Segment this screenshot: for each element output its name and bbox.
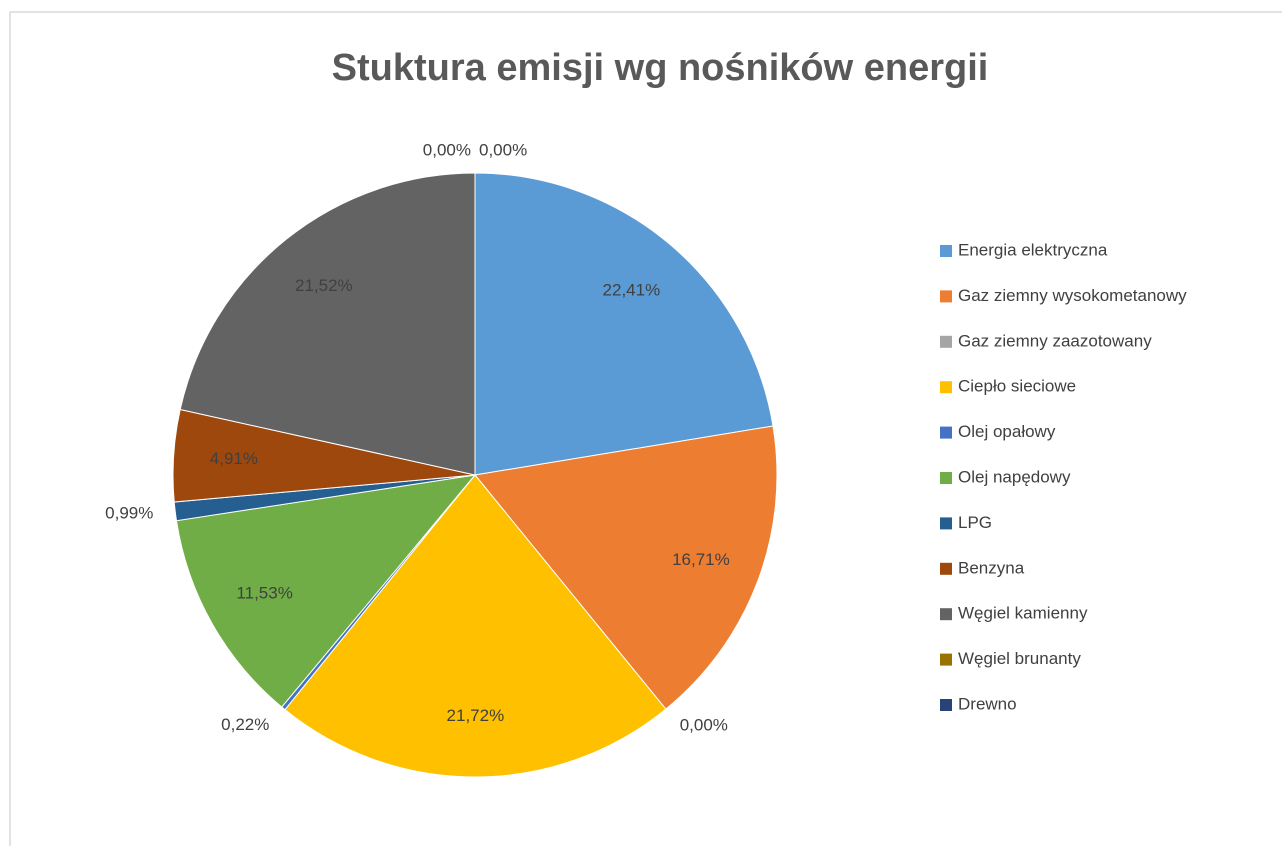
legend-label: Olej napędowy bbox=[958, 467, 1071, 486]
data-label: 0,99% bbox=[105, 504, 153, 523]
legend-label: Węgiel brunanty bbox=[958, 649, 1081, 668]
data-label: 11,53% bbox=[236, 583, 292, 602]
legend-label: Węgiel kamienny bbox=[958, 604, 1088, 623]
data-label: 0,22% bbox=[221, 715, 269, 734]
legend-swatch bbox=[940, 608, 952, 621]
data-label: 0,00% bbox=[680, 716, 728, 735]
data-label: 21,52% bbox=[295, 276, 353, 295]
legend-swatch bbox=[940, 426, 952, 439]
legend-label: Energia elektryczna bbox=[958, 240, 1108, 259]
chart-title: Stuktura emisji wg nośników energii bbox=[332, 47, 989, 89]
legend-label: LPG bbox=[958, 513, 992, 532]
legend-label: Gaz ziemny wysokometanowy bbox=[958, 286, 1187, 305]
pie-slice bbox=[175, 474, 477, 708]
legend-label: Olej opałowy bbox=[958, 422, 1056, 441]
legend-swatch bbox=[940, 245, 952, 257]
legend-swatch bbox=[940, 699, 952, 711]
legend-swatch bbox=[940, 517, 952, 530]
pie-slice bbox=[474, 172, 774, 476]
legend-label: Ciepło sieciowe bbox=[958, 377, 1076, 396]
legend-swatch bbox=[940, 653, 952, 666]
legend-label: Benzyna bbox=[958, 558, 1025, 577]
legend-label: Gaz ziemny zaazotowany bbox=[958, 331, 1152, 350]
legend-swatch bbox=[940, 381, 952, 394]
legend-swatch bbox=[940, 472, 952, 484]
data-label: 0,00% bbox=[479, 140, 527, 159]
data-label: 4,91% bbox=[210, 449, 258, 468]
legend-swatch bbox=[940, 335, 952, 348]
legend-label: Drewno bbox=[958, 694, 1017, 713]
pie-slice bbox=[474, 425, 778, 710]
pie-slice bbox=[179, 172, 476, 476]
data-label: 16,71% bbox=[672, 550, 730, 569]
pie-slice bbox=[284, 474, 667, 778]
data-label: 0,00% bbox=[423, 140, 471, 159]
data-label: 21,72% bbox=[447, 706, 505, 725]
legend-swatch bbox=[940, 562, 952, 575]
data-label: 22,41% bbox=[603, 280, 661, 299]
chart-border bbox=[9, 11, 1282, 846]
legend-swatch bbox=[940, 290, 952, 303]
